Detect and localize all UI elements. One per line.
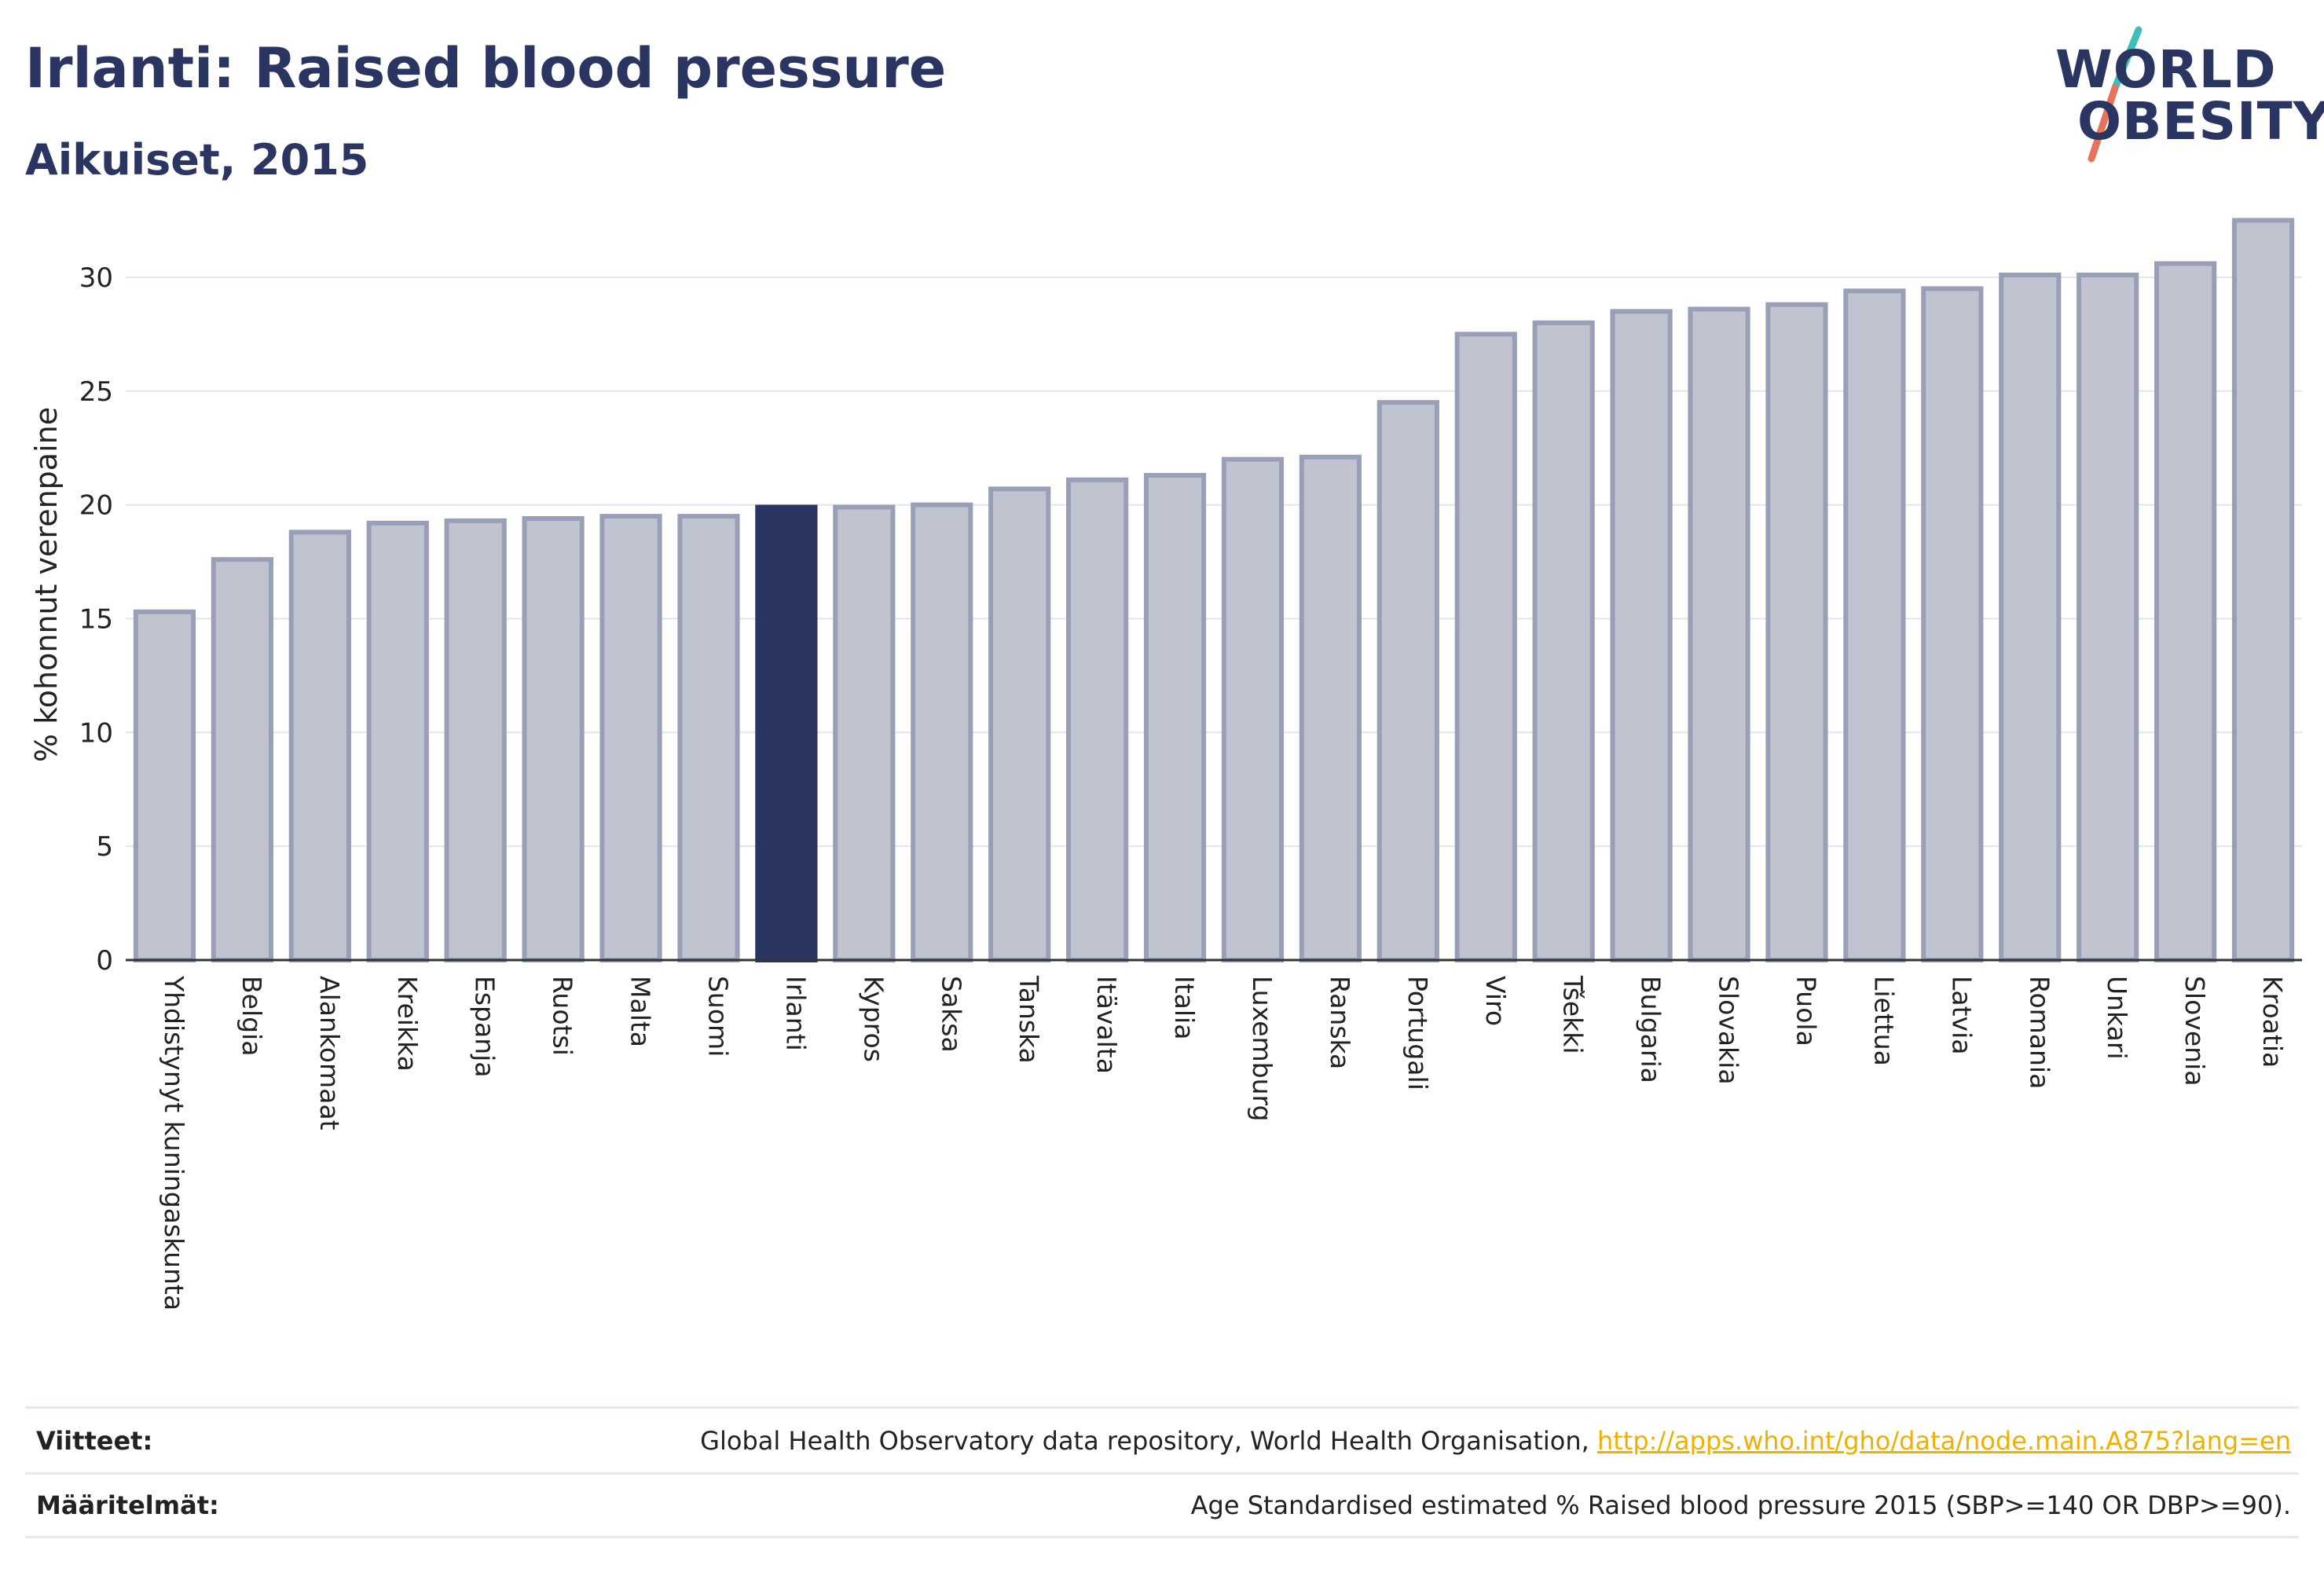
bar [599,514,662,962]
x-tick-label: Slovenia [2179,976,2210,1086]
bar-highlight [755,504,818,962]
bar [2077,273,2139,962]
bar [1221,456,1285,962]
bar [1843,288,1906,963]
x-tick-label: Slovakia [1714,976,1744,1085]
x-tick-label: Luxemburg [1247,976,1277,1121]
bar [1299,454,1362,962]
logo-text-line2: OBESITY [2077,91,2324,152]
logo-slash-icon [2088,26,2143,163]
x-tick-label: Irlanti [780,976,811,1051]
bar [911,502,973,962]
y-tick-label: 15 [79,603,113,635]
x-tick-label: Portugali [1402,976,1433,1090]
y-tick-label: 20 [79,490,113,522]
bar [133,609,196,962]
bar [1921,286,1984,963]
sources-text: Global Health Observatory data repositor… [700,1425,1597,1456]
x-tick-label: Alankomaat [314,976,345,1131]
x-tick-label: Puola [1791,976,1821,1046]
bar [522,515,585,962]
bar [1532,320,1595,962]
x-tick-label: Kroatia [2257,976,2288,1068]
x-tick-label: Latvia [1946,976,1977,1054]
x-tick-label: Kreikka [392,976,423,1072]
x-tick-label: Espanja [470,976,500,1078]
x-tick-label: Unkari [2102,976,2132,1060]
x-tick-label: Tanska [1014,975,1044,1064]
footer-definitions-row: Määritelmät: Age Standardised estimated … [25,1472,2299,1538]
world-obesity-logo: WORLD OBESITY [2051,24,2324,165]
definitions-value: Age Standardised estimated % Raised bloo… [1190,1490,2291,1520]
y-tick-label: 10 [79,717,113,749]
bar [1066,477,1129,962]
x-tick-label: Saksa [936,976,966,1053]
bar [677,514,740,962]
logo-text-line1: WORLD [2055,39,2277,100]
x-tick-label: Malta [625,976,656,1047]
sources-value: Global Health Observatory data repositor… [700,1426,2299,1456]
y-tick-label: 5 [96,831,113,863]
x-tick-label: Bulgaria [1636,976,1666,1083]
bar [444,518,507,962]
x-tick-label: Viro [1480,976,1511,1026]
y-tick-label: 25 [79,376,113,408]
x-tick-label: Italia [1169,976,1200,1039]
x-tick-label: Ranska [1325,976,1355,1069]
x-tick-label: Suomi [702,976,733,1057]
sources-link[interactable]: http://apps.who.int/gho/data/node.main.A… [1596,1425,2291,1456]
x-tick-label: Liettua [1868,976,1899,1066]
bar [1765,302,1828,962]
bar [2154,261,2217,962]
bar [211,557,273,963]
page-subtitle: Aikuiset, 2015 [25,135,369,185]
bar-chart: 0 5 10 15 20 25 30 Yhdistynyt kuningaskunta Bel… [29,218,2302,1310]
x-tick-label: Tšekki [1558,975,1589,1054]
bar [1999,273,2062,962]
bar [1143,472,1207,962]
bar [1454,332,1517,963]
y-tick-label: 30 [79,262,113,294]
bar [1688,306,1750,962]
bars [133,218,2295,963]
y-tick-label: 0 [96,945,113,977]
footer-sources-row: Viitteet: Global Health Observatory data… [25,1406,2299,1472]
x-tick-label: Itävalta [1091,976,1122,1074]
bar [366,520,429,962]
x-tick-label: Kypros [858,976,889,1062]
bar [2231,218,2295,962]
bar [833,504,896,962]
bar [988,486,1051,962]
x-tick-label: Romania [2024,976,2055,1089]
x-tick-label: Belgia [236,976,267,1056]
sources-label: Viitteet: [36,1425,153,1456]
bar [1610,309,1673,962]
definitions-label: Määritelmät: [36,1490,219,1520]
bar [1376,400,1439,962]
page-title: Irlanti: Raised blood pressure [25,36,947,101]
y-tick-labels: 0 5 10 15 20 25 30 [79,262,113,977]
y-axis-label: % kohonnut verenpaine [29,407,64,762]
x-tick-labels: Yhdistynyt kuningaskunta Belgia Alankomaat… [159,975,2288,1310]
bar [288,530,351,962]
x-tick-label: Yhdistynyt kuningaskunta [159,975,189,1310]
x-tick-label: Ruotsi [548,976,578,1056]
